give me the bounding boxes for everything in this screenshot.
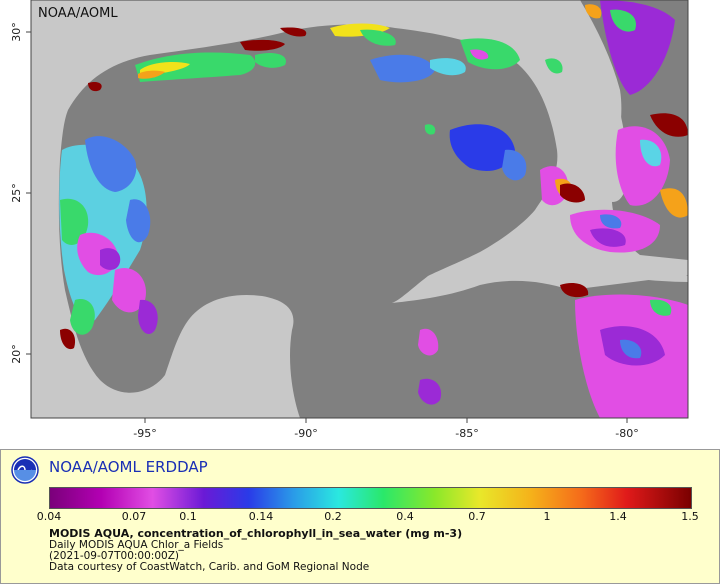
org-name: NOAA/AOML ERDDAP [49,458,208,476]
chlorophyll-map: -95° -90° -85° -80° 30° 25° 20° NOAA/AOM… [10,0,689,440]
legend-title: MODIS AQUA, concentration_of_chlorophyll… [49,527,463,540]
lon-tick-label: -85° [455,427,478,440]
colorbar-tick-label: 1.5 [681,510,699,523]
lon-tick-label: -95° [133,427,156,440]
lat-tick-label: 30° [10,22,23,42]
florida-land [540,0,627,202]
lon-tick-marks [144,418,628,423]
colorbar-tick-label: 0.14 [248,510,274,523]
lon-tick-label: -90° [294,427,317,440]
colorbar-tick-label: 0.04 [36,510,62,523]
colorbar-tick-label: 0.4 [396,510,414,523]
noaa-logo-icon [11,456,39,484]
lat-tick-label: 25° [10,183,23,203]
gulf-water [58,24,558,418]
colorbar-tick-label: 0.07 [121,510,147,523]
legend-panel: NOAA/AOML ERDDAP 0.04 0.07 [0,449,720,584]
colorbar-tick-label: 0.2 [324,510,342,523]
lat-tick-marks [26,31,31,355]
colorbar-tick-label: 0.1 [179,510,197,523]
cuba-land [470,247,688,282]
colorbar [49,487,692,509]
colorbar-tick-label: 0.7 [468,510,486,523]
chlorophyll-patches [59,0,688,418]
lat-tick-label: 20° [10,344,23,364]
colorbar-tick-label: 1 [543,510,551,523]
map-frame [30,0,689,419]
lon-tick-label: -80° [615,427,638,440]
legend-credit-line: Data courtesy of CoastWatch, Carib. and … [49,561,370,573]
map-watermark: NOAA/AOML [38,6,118,21]
legend-time-line: (2021-09-07T00:00:00Z) [49,550,179,562]
legend-dataset-line: Daily MODIS AQUA Chlor_a Fields [49,539,224,551]
colorbar-tick-label: 1.4 [609,510,627,523]
